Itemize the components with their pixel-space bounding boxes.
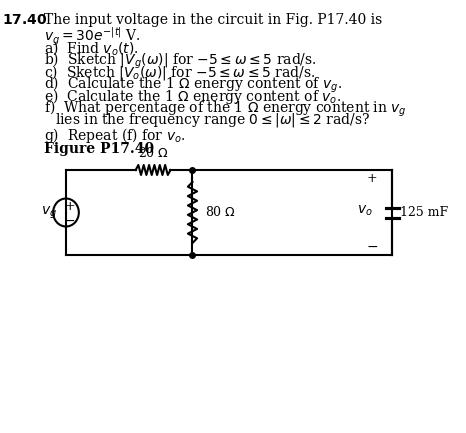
Text: b)  Sketch $|V_g(\omega)|$ for $-5 \leq \omega \leq 5$ rad/s.: b) Sketch $|V_g(\omega)|$ for $-5 \leq \…: [44, 51, 317, 71]
Text: The input voltage in the circuit in Fig. P17.40 is: The input voltage in the circuit in Fig.…: [44, 13, 382, 27]
Text: $v_g = 30e^{-|t|}$ V.: $v_g = 30e^{-|t|}$ V.: [44, 26, 141, 48]
Text: a)  Find $v_o(t)$.: a) Find $v_o(t)$.: [44, 39, 138, 57]
Text: +: +: [64, 200, 75, 213]
Text: $\mathbf{17.40}$: $\mathbf{17.40}$: [2, 13, 47, 27]
Text: Figure P17.40: Figure P17.40: [44, 142, 154, 156]
Text: lies in the frequency range $0 \leq |\omega| \leq 2$ rad/s?: lies in the frequency range $0 \leq |\om…: [55, 111, 370, 129]
Text: d)  Calculate the 1 $\Omega$ energy content of $v_g$.: d) Calculate the 1 $\Omega$ energy conte…: [44, 75, 342, 95]
Text: −: −: [64, 213, 75, 227]
Text: $v_g$: $v_g$: [41, 204, 57, 221]
Text: 125 mF: 125 mF: [400, 206, 448, 219]
Text: g)  Repeat (f) for $v_o$.: g) Repeat (f) for $v_o$.: [44, 126, 185, 145]
Text: c)  Sketch $|V_o(\omega)|$ for $-5 \leq \omega \leq 5$ rad/s.: c) Sketch $|V_o(\omega)|$ for $-5 \leq \…: [44, 63, 315, 82]
Text: e)  Calculate the 1 $\Omega$ energy content of $v_o$.: e) Calculate the 1 $\Omega$ energy conte…: [44, 87, 341, 106]
Text: −: −: [366, 240, 378, 254]
Text: +: +: [367, 171, 377, 184]
Text: f)  What percentage of the 1 $\Omega$ energy content in $v_g$: f) What percentage of the 1 $\Omega$ ene…: [44, 99, 407, 120]
Text: 80 $\Omega$: 80 $\Omega$: [206, 206, 236, 220]
Text: $v_o$: $v_o$: [357, 204, 373, 218]
Text: 20 $\Omega$: 20 $\Omega$: [137, 146, 169, 160]
